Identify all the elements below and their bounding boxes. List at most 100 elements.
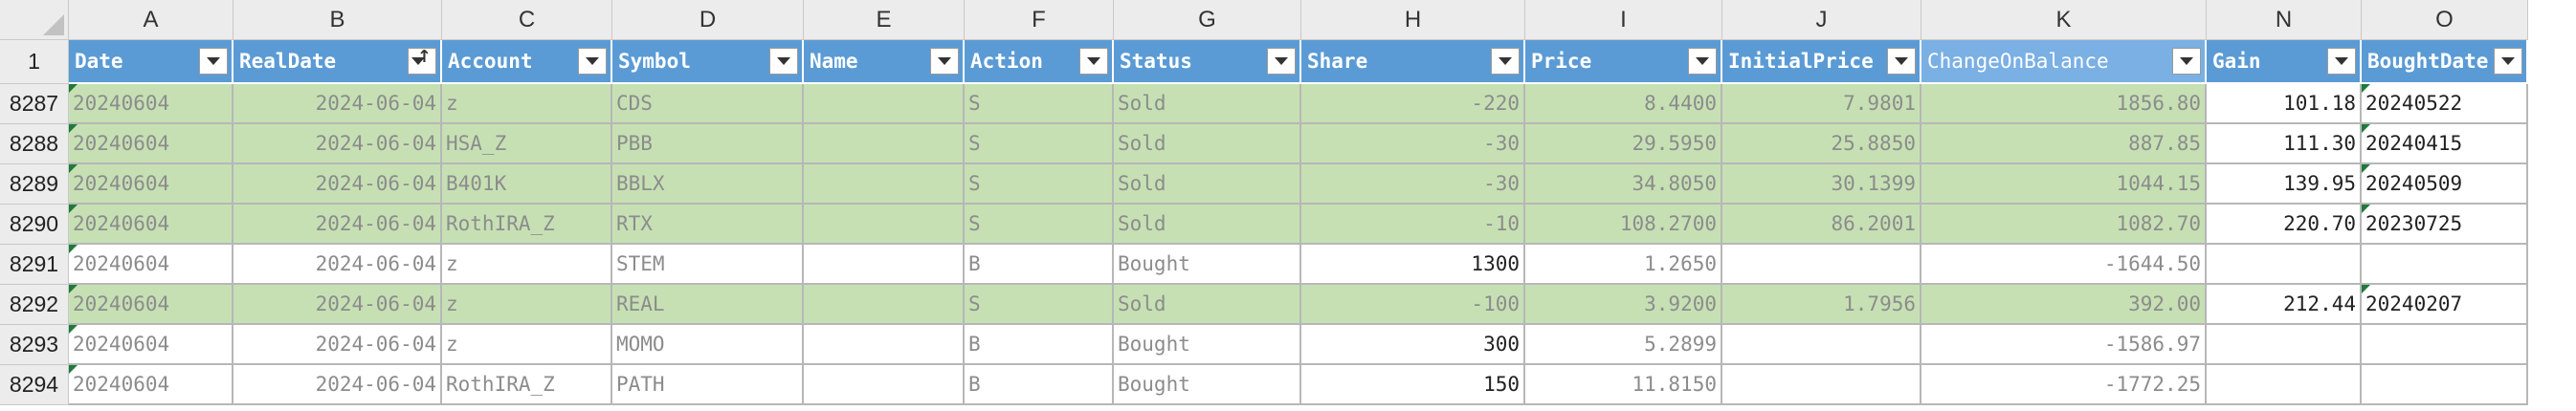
cell-price[interactable]: 1.2650: [1525, 245, 1722, 285]
cell-price[interactable]: 34.8050: [1525, 164, 1722, 205]
cell-price[interactable]: 11.8150: [1525, 365, 1722, 405]
cell-boughtdate[interactable]: 20240522: [2362, 84, 2528, 124]
cell-account[interactable]: RothIRA_Z: [442, 205, 612, 245]
cell-initialprice[interactable]: 30.1399: [1722, 164, 1921, 205]
cell-status[interactable]: Sold: [1114, 124, 1301, 164]
column-header-o[interactable]: O: [2362, 0, 2528, 40]
cell-gain[interactable]: [2207, 245, 2362, 285]
cell-realdate[interactable]: 2024-06-04: [233, 245, 442, 285]
cell-price[interactable]: 3.9200: [1525, 285, 1722, 325]
cell-symbol[interactable]: REAL: [612, 285, 804, 325]
cell-action[interactable]: B: [965, 365, 1114, 405]
cell-status[interactable]: Bought: [1114, 245, 1301, 285]
cell-date[interactable]: 20240604: [69, 124, 233, 164]
sort-filter-icon[interactable]: [408, 47, 436, 75]
column-header-b[interactable]: B: [233, 0, 442, 40]
cell-initialprice[interactable]: 7.9801: [1722, 84, 1921, 124]
cell-realdate[interactable]: 2024-06-04: [233, 285, 442, 325]
cell-action[interactable]: B: [965, 325, 1114, 365]
column-header-a[interactable]: A: [69, 0, 233, 40]
filter-dropdown-icon[interactable]: [1887, 48, 1916, 75]
cell-date[interactable]: 20240604: [69, 285, 233, 325]
filter-dropdown-icon[interactable]: [2494, 48, 2522, 75]
row-header[interactable]: 8291: [0, 245, 69, 285]
cell-initialprice[interactable]: [1722, 365, 1921, 405]
column-header-c[interactable]: C: [442, 0, 612, 40]
cell-symbol[interactable]: STEM: [612, 245, 804, 285]
cell-action[interactable]: S: [965, 124, 1114, 164]
cell-name[interactable]: [804, 285, 965, 325]
filter-dropdown-icon[interactable]: [930, 48, 959, 75]
cell-boughtdate[interactable]: 20240207: [2362, 285, 2528, 325]
cell-realdate[interactable]: 2024-06-04: [233, 365, 442, 405]
filter-dropdown-icon[interactable]: [1688, 48, 1717, 75]
row-header[interactable]: 8290: [0, 205, 69, 245]
cell-symbol[interactable]: BBLX: [612, 164, 804, 205]
cell-name[interactable]: [804, 124, 965, 164]
table-header-changeonbalance[interactable]: ChangeOnBalance: [1921, 40, 2207, 84]
table-header-date[interactable]: Date: [69, 40, 233, 84]
cell-changeonbalance[interactable]: 1044.15: [1921, 164, 2207, 205]
cell-changeonbalance[interactable]: -1772.25: [1921, 365, 2207, 405]
row-header[interactable]: 8294: [0, 365, 69, 405]
filter-dropdown-icon[interactable]: [2327, 48, 2356, 75]
cell-boughtdate[interactable]: 20230725: [2362, 205, 2528, 245]
cell-initialprice[interactable]: 25.8850: [1722, 124, 1921, 164]
row-header[interactable]: 8289: [0, 164, 69, 205]
filter-dropdown-icon[interactable]: [2172, 48, 2201, 75]
cell-realdate[interactable]: 2024-06-04: [233, 164, 442, 205]
cell-initialprice[interactable]: 1.7956: [1722, 285, 1921, 325]
cell-symbol[interactable]: MOMO: [612, 325, 804, 365]
filter-dropdown-icon[interactable]: [1267, 48, 1296, 75]
cell-date[interactable]: 20240604: [69, 325, 233, 365]
table-header-price[interactable]: Price: [1525, 40, 1722, 84]
cell-date[interactable]: 20240604: [69, 164, 233, 205]
cell-account[interactable]: RothIRA_Z: [442, 365, 612, 405]
row-header[interactable]: 8287: [0, 84, 69, 124]
table-header-status[interactable]: Status: [1114, 40, 1301, 84]
cell-share[interactable]: -100: [1301, 285, 1525, 325]
filter-dropdown-icon[interactable]: [578, 48, 607, 75]
column-header-g[interactable]: G: [1114, 0, 1301, 40]
cell-symbol[interactable]: CDS: [612, 84, 804, 124]
cell-action[interactable]: S: [965, 164, 1114, 205]
row-header[interactable]: 8292: [0, 285, 69, 325]
cell-account[interactable]: HSA_Z: [442, 124, 612, 164]
column-header-k[interactable]: K: [1921, 0, 2207, 40]
table-header-action[interactable]: Action: [965, 40, 1114, 84]
column-header-i[interactable]: I: [1525, 0, 1722, 40]
table-header-account[interactable]: Account: [442, 40, 612, 84]
table-header-name[interactable]: Name: [804, 40, 965, 84]
cell-realdate[interactable]: 2024-06-04: [233, 124, 442, 164]
cell-gain[interactable]: [2207, 365, 2362, 405]
cell-realdate[interactable]: 2024-06-04: [233, 325, 442, 365]
filter-dropdown-icon[interactable]: [199, 48, 228, 75]
cell-realdate[interactable]: 2024-06-04: [233, 205, 442, 245]
column-header-f[interactable]: F: [965, 0, 1114, 40]
column-header-n[interactable]: N: [2207, 0, 2362, 40]
cell-account[interactable]: B401K: [442, 164, 612, 205]
cell-share[interactable]: 150: [1301, 365, 1525, 405]
cell-share[interactable]: -10: [1301, 205, 1525, 245]
table-header-realdate[interactable]: RealDate: [233, 40, 442, 84]
table-header-symbol[interactable]: Symbol: [612, 40, 804, 84]
cell-boughtdate[interactable]: 20240509: [2362, 164, 2528, 205]
table-header-initialprice[interactable]: InitialPrice: [1722, 40, 1921, 84]
cell-date[interactable]: 20240604: [69, 84, 233, 124]
cell-initialprice[interactable]: 86.2001: [1722, 205, 1921, 245]
cell-name[interactable]: [804, 325, 965, 365]
filter-dropdown-icon[interactable]: [769, 48, 798, 75]
cell-boughtdate[interactable]: [2362, 325, 2528, 365]
table-header-gain[interactable]: Gain: [2207, 40, 2362, 84]
cell-changeonbalance[interactable]: 392.00: [1921, 285, 2207, 325]
cell-share[interactable]: 300: [1301, 325, 1525, 365]
cell-status[interactable]: Bought: [1114, 325, 1301, 365]
cell-account[interactable]: z: [442, 285, 612, 325]
cell-name[interactable]: [804, 164, 965, 205]
cell-account[interactable]: z: [442, 84, 612, 124]
cell-action[interactable]: B: [965, 245, 1114, 285]
row-header[interactable]: 8288: [0, 124, 69, 164]
cell-status[interactable]: Sold: [1114, 164, 1301, 205]
cell-changeonbalance[interactable]: 1082.70: [1921, 205, 2207, 245]
cell-share[interactable]: -30: [1301, 164, 1525, 205]
